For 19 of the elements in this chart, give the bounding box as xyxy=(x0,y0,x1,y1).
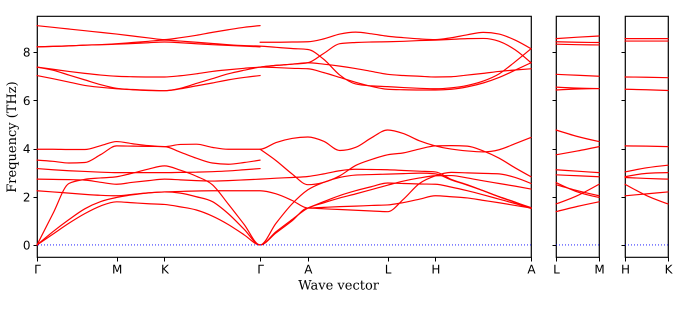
x-tick-label: L xyxy=(553,262,560,276)
x-tick-label: A xyxy=(304,262,314,276)
x-tick-label: K xyxy=(664,262,674,276)
x-tick-label: K xyxy=(161,262,170,276)
x-axis-title: Wave vector xyxy=(298,278,380,294)
x-tick-label: H xyxy=(620,262,630,276)
x-tick-label: L xyxy=(384,262,392,276)
y-tick-label: 8 xyxy=(22,46,30,60)
x-tick-label: M xyxy=(594,262,605,276)
x-tick-label: Γ xyxy=(257,262,264,276)
x-tick-label: Γ xyxy=(34,262,42,276)
y-tick-label: 6 xyxy=(22,94,30,108)
y-tick-label: 4 xyxy=(22,142,30,156)
y-tick-label: 0 xyxy=(22,238,30,252)
x-tick-label: M xyxy=(112,262,122,276)
x-tick-label: A xyxy=(527,262,536,276)
y-tick-label: 2 xyxy=(22,190,30,204)
y-axis-title: Frequency (THz) xyxy=(4,81,20,193)
x-tick-label: H xyxy=(431,262,440,276)
